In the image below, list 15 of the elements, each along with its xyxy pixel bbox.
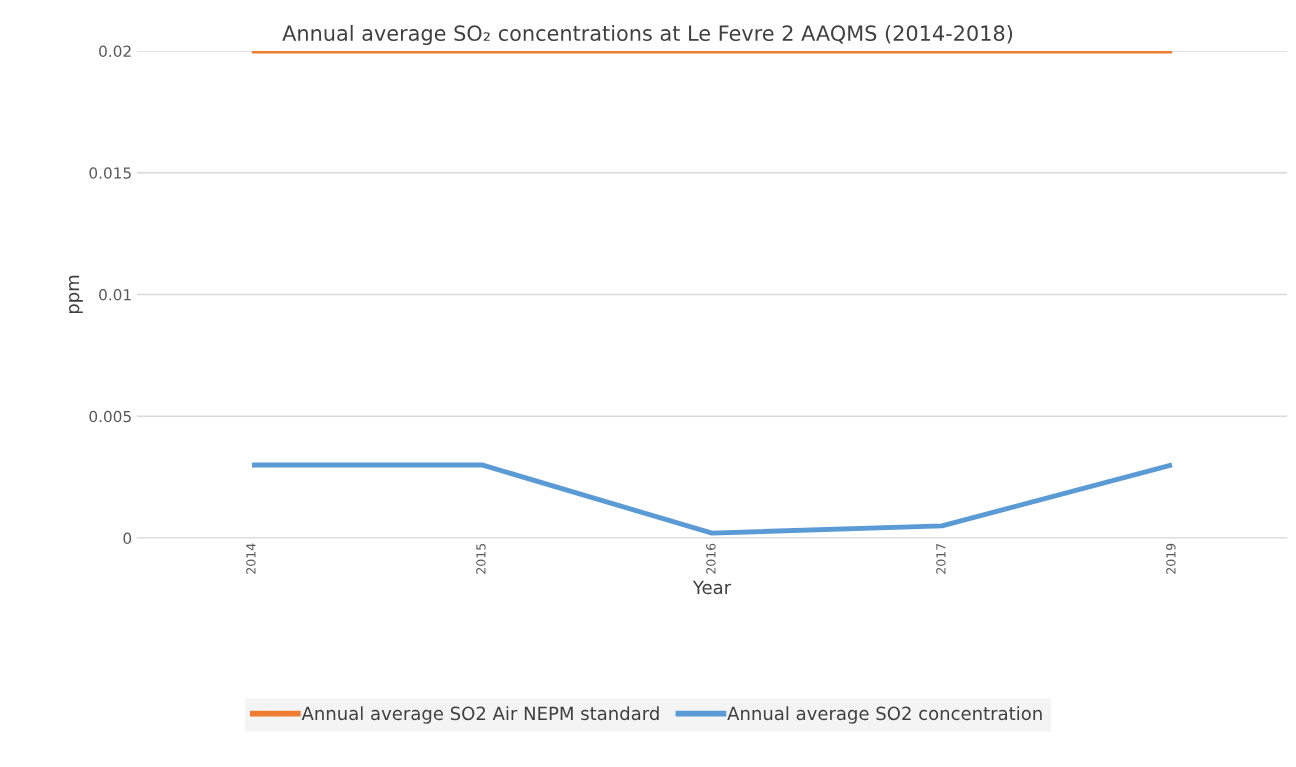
y-tick-label: 0.015 <box>89 167 131 179</box>
x-axis-title: Year <box>692 580 732 595</box>
legend-label: Annual average SO2 Air NEPM standard <box>301 706 659 724</box>
x-tick-label: 2017 <box>936 543 946 574</box>
y-tick-label: 0 <box>123 532 132 545</box>
y-tick-label: 0.005 <box>89 410 131 423</box>
legend-label: Annual average SO2 concentration <box>727 706 1042 724</box>
x-tick-label: 2014 <box>246 543 256 574</box>
y-tick-label: 0.02 <box>99 45 131 58</box>
x-tick-label: 2016 <box>706 543 716 574</box>
chart-title: Annual average SO₂ concentrations at Le Fevre 2 AAQMS (2014-2018) <box>282 24 1013 46</box>
y-axis-title: ppm <box>68 275 83 314</box>
x-tick-label: 2019 <box>1166 543 1176 574</box>
y-tick-label: 0.01 <box>99 288 131 301</box>
x-tick-label: 2015 <box>476 543 486 574</box>
